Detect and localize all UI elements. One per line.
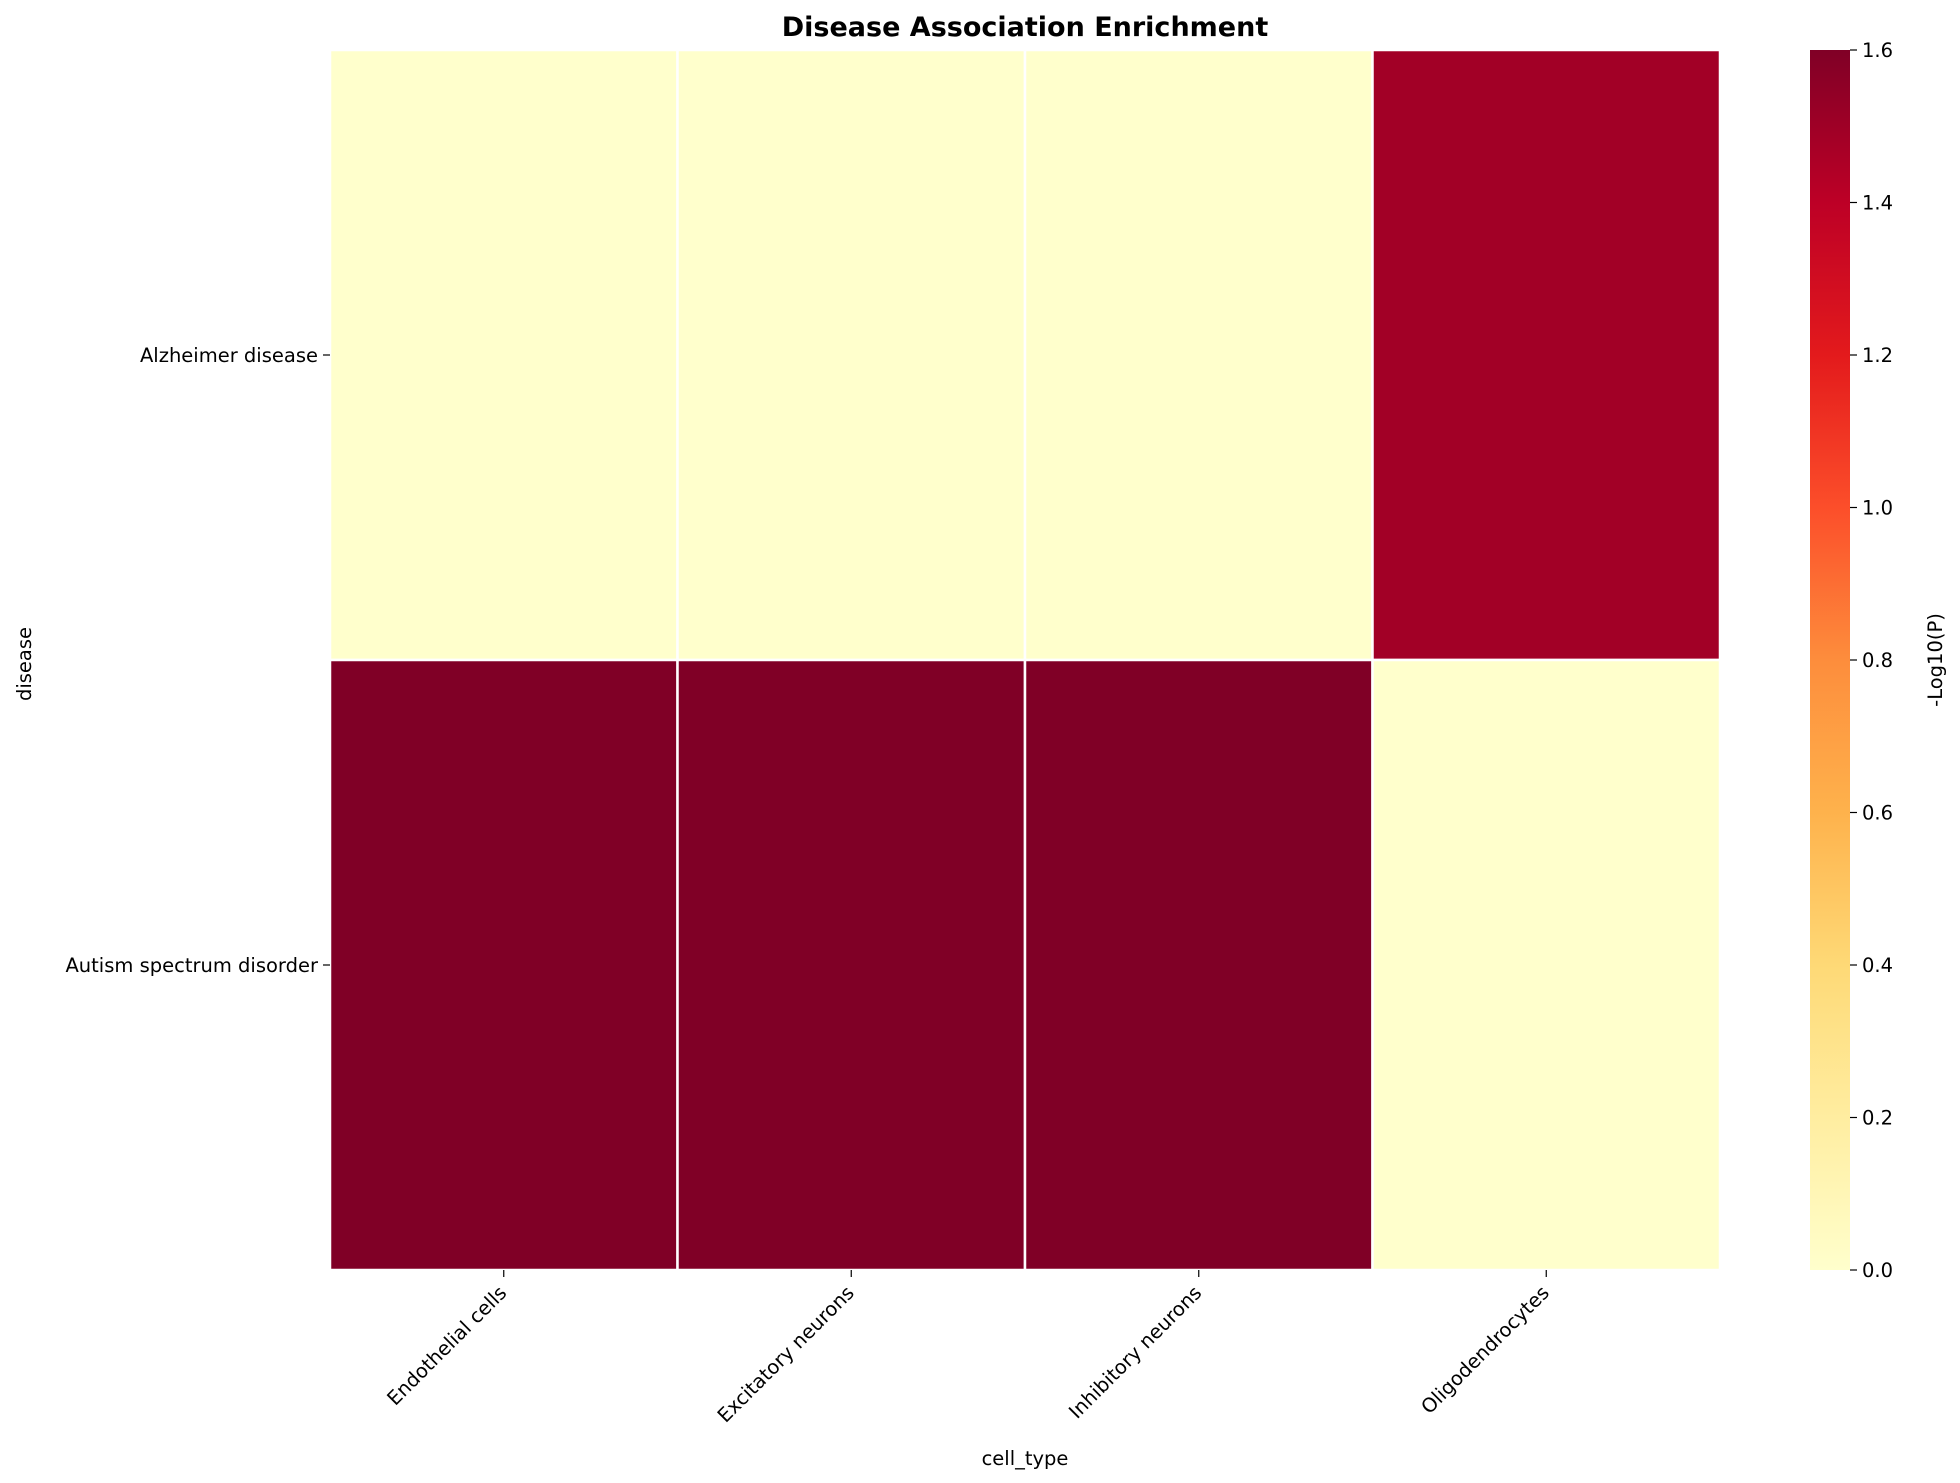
colorbar-tick-label: 1.6 — [1862, 39, 1893, 62]
colorbar-gradient — [1810, 50, 1850, 1270]
heatmap-cell-alzheimer-disease-endothelial-cells — [328, 48, 679, 662]
colorbar-label: -Log10(P) — [1924, 613, 1947, 707]
x-tick-label: Inhibitory neurons — [1064, 1281, 1206, 1423]
x-tick-label: Excitatory neurons — [713, 1281, 859, 1427]
colorbar-tick-label: 0.2 — [1862, 1107, 1893, 1130]
colorbar-tick-label: 1.2 — [1862, 344, 1893, 367]
colorbar-tick-label: 0.6 — [1862, 802, 1893, 825]
heatmap-cell-alzheimer-disease-oligodendrocytes — [1371, 48, 1722, 662]
heatmap-cell-autism-spectrum-disorder-endothelial-cells — [328, 658, 679, 1272]
colorbar: 0.0 0.2 0.4 0.6 0.8 1.0 1.2 1.4 1.6 -Log10(P) — [1810, 39, 1947, 1282]
colorbar-tick-label: 0.4 — [1862, 954, 1893, 977]
chart-title: Disease Association Enrichment — [782, 12, 1269, 43]
colorbar-tick-label: 1.4 — [1862, 192, 1893, 215]
y-axis-label: disease — [13, 627, 36, 701]
x-tick-label: Endothelial cells — [383, 1281, 512, 1410]
colorbar-tick-label: 0.8 — [1862, 649, 1893, 672]
y-axis-ticks: Alzheimer disease Autism spectrum disorde… — [65, 344, 330, 977]
colorbar-tick-label: 0.0 — [1862, 1259, 1893, 1282]
heatmap-cell-autism-spectrum-disorder-inhibitory-neurons — [1023, 658, 1374, 1272]
x-axis-label: cell_type — [982, 1447, 1069, 1470]
colorbar-tick-label: 1.0 — [1862, 497, 1893, 520]
heatmap-cells — [328, 48, 1722, 1272]
x-axis-ticks: Endothelial cells Excitatory neurons Inhib… — [383, 1270, 1554, 1427]
y-tick-label: Alzheimer disease — [140, 344, 318, 367]
heatmap-cell-alzheimer-disease-excitatory-neurons — [676, 48, 1027, 662]
heatmap-cell-autism-spectrum-disorder-excitatory-neurons — [676, 658, 1027, 1272]
x-tick-label: Oligodendrocytes — [1416, 1281, 1553, 1418]
heatmap-cell-alzheimer-disease-inhibitory-neurons — [1023, 48, 1374, 662]
y-tick-label: Autism spectrum disorder — [65, 954, 319, 977]
heatmap-cell-autism-spectrum-disorder-oligodendrocytes — [1371, 658, 1722, 1272]
